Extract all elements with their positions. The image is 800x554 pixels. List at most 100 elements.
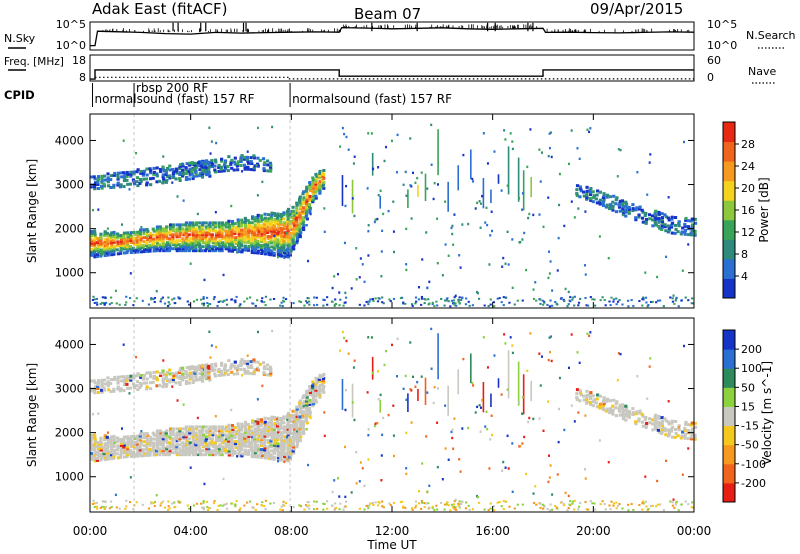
velocity-cell [171, 439, 175, 443]
velocity-ground-speck [206, 506, 209, 509]
power-cell [295, 227, 299, 231]
power-speck [511, 286, 514, 290]
power-cell [308, 208, 312, 212]
power-ground-speck [371, 297, 374, 300]
velocity-cbar-label: 50 [741, 381, 755, 394]
velocity-cell [215, 451, 219, 455]
velocity-cell [291, 409, 295, 413]
velocity-cell [270, 421, 274, 425]
power-cell [231, 243, 235, 247]
power-cell [667, 228, 672, 232]
velocity-cell [263, 365, 267, 369]
velocity-cell [288, 447, 292, 451]
power-cell [295, 219, 299, 223]
power-cell [145, 247, 149, 251]
power-cell [125, 178, 129, 182]
power-cell [256, 221, 260, 225]
velocity-cell [103, 444, 107, 448]
velocity-cell [126, 435, 130, 439]
power-cell [259, 248, 264, 252]
power-cell [122, 175, 126, 179]
power-ytick-label: 1000 [55, 266, 84, 280]
velocity-cell [96, 385, 100, 389]
velocity-speck [285, 435, 288, 439]
velocity-cell [233, 436, 237, 440]
velocity-cell [109, 445, 114, 449]
power-cell [109, 174, 114, 178]
power-cell [213, 221, 217, 225]
velocity-cell [99, 444, 103, 448]
velocity-cell [103, 448, 107, 452]
power-cell [295, 231, 299, 235]
velocity-cell [286, 423, 290, 427]
velocity-cell [673, 435, 677, 439]
power-cell [262, 238, 267, 242]
power-cell [152, 229, 156, 233]
power-cell [292, 243, 296, 247]
velocity-cell [178, 429, 182, 433]
power-cell [660, 227, 664, 231]
power-cell [103, 254, 107, 258]
power-cell [276, 240, 280, 244]
power-cell [171, 247, 175, 251]
velocity-cell [208, 433, 212, 437]
power-cell [256, 239, 260, 243]
power-cell [254, 247, 258, 251]
power-ground-speck [330, 300, 334, 303]
velocity-cell [129, 454, 133, 458]
velocity-speck [551, 493, 554, 496]
power-cell [267, 246, 271, 250]
velocity-cell [614, 402, 618, 406]
velocity-ground-speck [571, 502, 574, 505]
velocity-cell [318, 395, 322, 399]
power-ground-speck [431, 303, 434, 306]
velocity-cell [149, 437, 153, 441]
power-ground-speck [141, 299, 144, 302]
velocity-cell [268, 369, 273, 373]
power-cell [188, 237, 192, 241]
velocity-cell [269, 445, 274, 449]
velocity-cell [125, 449, 130, 453]
velocity-cbar-label: 200 [741, 343, 762, 356]
velocity-cell [279, 442, 284, 446]
power-cell [295, 207, 299, 211]
power-cell [126, 182, 130, 186]
velocity-cell [90, 453, 94, 457]
power-cell [635, 206, 639, 210]
velocity-cell [298, 405, 302, 409]
power-cell [631, 207, 635, 211]
velocity-ground-speck [330, 504, 334, 507]
velocity-cell [263, 420, 267, 424]
power-cell [304, 209, 309, 213]
power-speck [430, 163, 433, 166]
velocity-cell [273, 429, 277, 433]
power-cell [128, 182, 132, 186]
power-cell [152, 172, 156, 176]
power-speck [462, 153, 465, 157]
velocity-cell [605, 399, 609, 403]
power-cell [89, 175, 93, 179]
power-cell [155, 241, 159, 245]
velocity-cell [92, 379, 96, 383]
velocity-cell [220, 453, 224, 457]
velocity-cell [217, 437, 221, 441]
power-cell [184, 223, 188, 227]
velocity-cell [605, 407, 609, 411]
velocity-cell [126, 386, 130, 390]
velocity-cell [295, 411, 299, 415]
velocity-cell [247, 434, 251, 438]
power-cell [203, 237, 208, 241]
power-cell [231, 247, 235, 251]
power-cell [273, 241, 277, 245]
power-speck [341, 126, 344, 130]
cpid-label: CPID [4, 88, 35, 102]
power-ground-speck [216, 304, 219, 307]
velocity-cell [204, 435, 208, 439]
power-cell [304, 195, 309, 199]
nsearch-tick-bottom: 10^0 [707, 39, 737, 52]
velocity-cell [175, 375, 179, 379]
power-cell [601, 202, 605, 206]
power-cell [231, 245, 235, 249]
power-cell [605, 203, 609, 207]
